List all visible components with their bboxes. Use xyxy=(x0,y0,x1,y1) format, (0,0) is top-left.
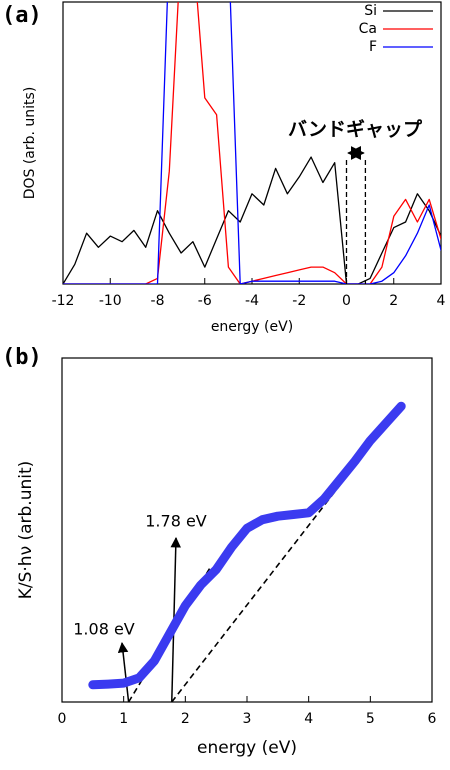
x-tick-label: -2 xyxy=(292,293,306,309)
series-line xyxy=(63,2,441,284)
panel-label: (b) xyxy=(2,345,42,370)
x-tick-label: 4 xyxy=(437,293,446,309)
y-axis-label: DOS (arb. units) xyxy=(22,87,38,200)
y-axis-label: K/S·hν (arb.unit) xyxy=(16,461,36,600)
series-line xyxy=(63,2,441,284)
x-tick-label: -10 xyxy=(99,293,122,309)
x-tick-label: 0 xyxy=(58,711,67,727)
x-tick-label: 3 xyxy=(243,711,252,727)
plot-area xyxy=(88,401,406,690)
legend-label: Ca xyxy=(359,21,377,37)
x-tick-label: 5 xyxy=(366,711,375,727)
x-tick-label: 4 xyxy=(304,711,313,727)
intercept-label: 1.08 eV xyxy=(73,620,135,639)
x-tick-label: 2 xyxy=(181,711,190,727)
series-line xyxy=(88,401,406,690)
intercept-arrow xyxy=(117,641,130,703)
x-tick-label: -8 xyxy=(151,293,165,309)
gap-label: バンドギャップ xyxy=(288,118,423,141)
x-tick-label: -12 xyxy=(52,293,75,309)
series-line xyxy=(63,156,441,284)
x-axis-label: energy (eV) xyxy=(211,319,293,335)
x-tick-label: 2 xyxy=(389,293,398,309)
legend-label: F xyxy=(369,39,377,55)
x-tick-label: 6 xyxy=(428,711,437,727)
x-tick-label: 1 xyxy=(119,711,128,727)
x-tick-label: 0 xyxy=(342,293,351,309)
legend-label: Si xyxy=(364,3,377,19)
intercept-label: 1.78 eV xyxy=(145,512,207,531)
x-axis-label: energy (eV) xyxy=(197,738,297,758)
plot-area xyxy=(63,2,441,284)
x-tick-label: -4 xyxy=(245,293,259,309)
plot-frame xyxy=(62,1,442,285)
panel-label: (a) xyxy=(2,3,42,28)
x-tick-label: -6 xyxy=(198,293,212,309)
